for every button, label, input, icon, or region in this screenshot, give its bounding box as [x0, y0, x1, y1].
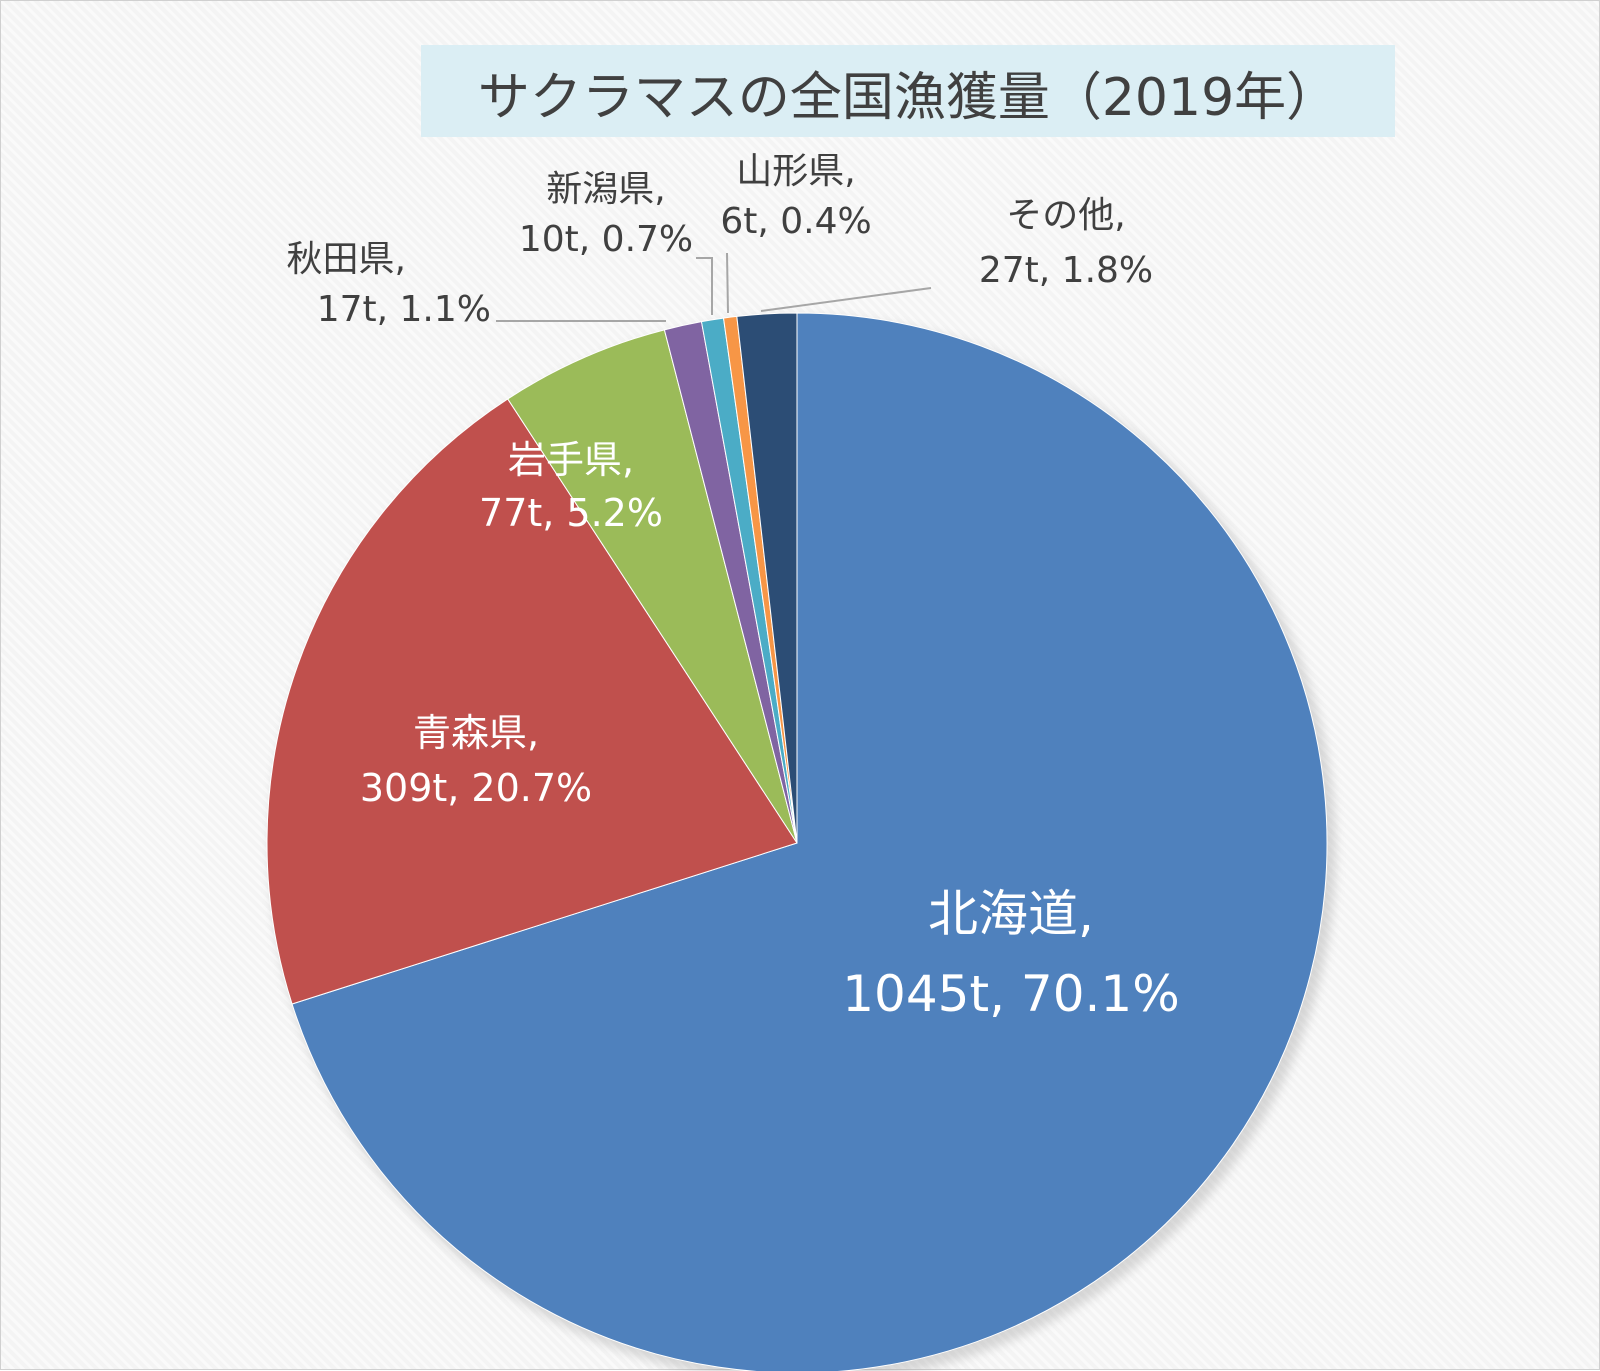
slice-label-name-4: 秋田県, [287, 239, 406, 280]
pie-slice-3 [507, 329, 798, 844]
slice-label-name-2: 青森県, [413, 711, 539, 755]
slice-label-name-3: 岩手県, [508, 438, 634, 482]
data-labels: 北海道, 1045t, 70.1% 青森県, 309t, 20.7% 岩手県, 77t, … [287, 151, 1180, 1023]
leader-line-5 [696, 257, 713, 315]
slice-label-value-5: 10t, 0.7% [519, 219, 693, 260]
chart-title: サクラマスの全国漁獲量（2019年） [478, 68, 1338, 128]
slice-label-name-5: 新潟県, [546, 169, 665, 210]
slice-label-name-1: 北海道, [928, 885, 1094, 943]
slice-label-value-1: 1045t, 70.1% [842, 965, 1179, 1023]
slice-label-name-6: 山形県, [736, 151, 855, 192]
slice-label-value-4: 17t, 1.1% [317, 289, 491, 330]
leader-lines [496, 252, 932, 322]
leader-line-6 [726, 252, 729, 314]
slice-label-value-7: 27t, 1.8% [979, 250, 1153, 291]
slice-label-value-2: 309t, 20.7% [360, 766, 592, 810]
pie-slice-1 [291, 312, 1328, 1371]
slice-label-value-3: 77t, 5.2% [479, 491, 663, 535]
pie-slice-2 [266, 398, 798, 1005]
pie-slice-7 [736, 312, 798, 844]
leader-line-7 [760, 287, 932, 312]
slice-label-name-7: その他, [1006, 195, 1125, 236]
chart-title-background [421, 45, 1395, 137]
pie-slices [266, 312, 1328, 1371]
slice-label-value-6: 6t, 0.4% [720, 201, 871, 242]
